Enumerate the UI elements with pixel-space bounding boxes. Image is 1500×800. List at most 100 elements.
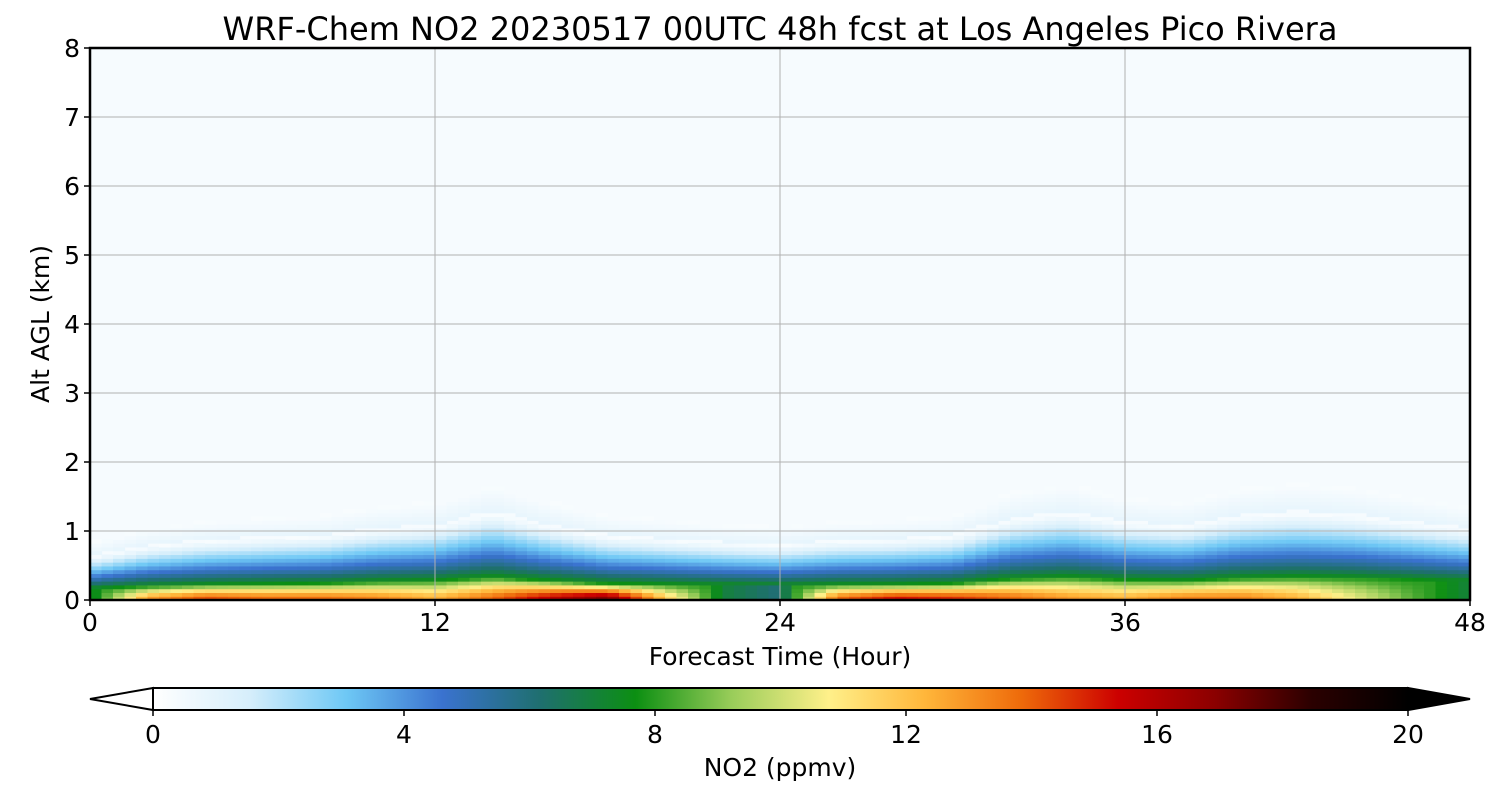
no2-cell (159, 554, 172, 559)
no2-cell (377, 505, 390, 510)
no2-cell (1401, 535, 1414, 540)
no2-cell (389, 573, 402, 578)
no2-cell (1113, 569, 1126, 575)
no2-cell (377, 554, 390, 559)
no2-cell (1366, 512, 1379, 518)
no2-cell (1090, 592, 1103, 597)
no2-cell (1079, 531, 1092, 537)
no2-cell (665, 573, 678, 578)
no2-cell (366, 562, 379, 567)
no2-cell (1113, 535, 1126, 540)
no2-cell (837, 562, 850, 567)
no2-cell (1343, 569, 1356, 575)
no2-cell (676, 524, 689, 529)
no2-cell (1136, 497, 1149, 502)
no2-cell (90, 565, 103, 571)
no2-cell (1263, 581, 1276, 586)
no2-cell (906, 573, 919, 578)
y-tick-label: 7 (64, 103, 80, 132)
no2-cell (711, 581, 724, 586)
no2-cell (550, 508, 563, 514)
no2-cell (1251, 486, 1264, 491)
no2-cell (1355, 520, 1368, 525)
no2-cell (331, 512, 344, 518)
no2-cell (481, 588, 494, 594)
no2-cell (1286, 539, 1299, 544)
no2-cell (619, 596, 632, 600)
no2-cell (1136, 501, 1149, 506)
no2-cell (676, 558, 689, 563)
no2-cell (527, 512, 540, 518)
no2-cell (239, 527, 252, 533)
no2-cell (768, 543, 781, 548)
no2-cell (1240, 569, 1253, 575)
no2-cell (596, 569, 609, 575)
no2-cell (1056, 565, 1069, 571)
no2-cell (251, 543, 264, 548)
no2-cell (1297, 512, 1310, 518)
no2-cell (1148, 516, 1161, 521)
no2-cell (1263, 554, 1276, 559)
no2-cell (389, 539, 402, 544)
no2-cell (1102, 584, 1115, 590)
no2-cell (688, 592, 701, 597)
no2-cell (1102, 562, 1115, 567)
no2-cell (538, 573, 551, 578)
no2-cell (1366, 493, 1379, 499)
no2-cell (170, 577, 183, 582)
no2-cell (849, 554, 862, 559)
no2-cell (262, 520, 275, 525)
no2-cell (343, 592, 356, 597)
no2-cell (630, 554, 643, 559)
no2-cell (642, 554, 655, 559)
no2-cell (124, 584, 137, 590)
no2-cell (837, 592, 850, 597)
no2-cell (1171, 531, 1184, 537)
no2-cell (515, 520, 528, 525)
no2-cell (1251, 596, 1264, 600)
no2-cell (768, 592, 781, 597)
no2-cell (527, 527, 540, 533)
y-tick-label: 4 (64, 310, 80, 339)
no2-cell (757, 524, 770, 529)
no2-cell (285, 577, 298, 582)
no2-cell (550, 592, 563, 597)
no2-cell (262, 527, 275, 533)
no2-cell (377, 546, 390, 552)
no2-cell (1125, 581, 1138, 586)
no2-cell (722, 584, 735, 590)
no2-cell (883, 531, 896, 537)
no2-cell (1090, 520, 1103, 525)
no2-cell (377, 558, 390, 563)
no2-cell (734, 546, 747, 552)
no2-cell (1033, 588, 1046, 594)
no2-cell (446, 562, 459, 567)
no2-cell (469, 508, 482, 514)
no2-cell (1274, 512, 1287, 518)
no2-cell (872, 524, 885, 529)
no2-cell (274, 546, 287, 552)
no2-cell (1033, 565, 1046, 571)
no2-cell (1412, 569, 1425, 575)
no2-cell (895, 546, 908, 552)
no2-cell (1320, 550, 1333, 556)
no2-cell (619, 558, 632, 563)
no2-cell (561, 577, 574, 582)
no2-cell (1159, 512, 1172, 518)
no2-cell (1332, 527, 1345, 533)
no2-cell (1171, 543, 1184, 548)
no2-cell (895, 535, 908, 540)
no2-cell (274, 592, 287, 597)
no2-cell (435, 535, 448, 540)
no2-cell (320, 543, 333, 548)
no2-cell (251, 524, 264, 529)
no2-cell (860, 569, 873, 575)
no2-cell (1067, 531, 1080, 537)
no2-cell (1021, 588, 1034, 594)
no2-cell (1067, 527, 1080, 533)
no2-cell (354, 539, 367, 544)
no2-cell (1366, 505, 1379, 510)
no2-cell (1159, 543, 1172, 548)
no2-cell (975, 505, 988, 510)
no2-cell (366, 596, 379, 600)
